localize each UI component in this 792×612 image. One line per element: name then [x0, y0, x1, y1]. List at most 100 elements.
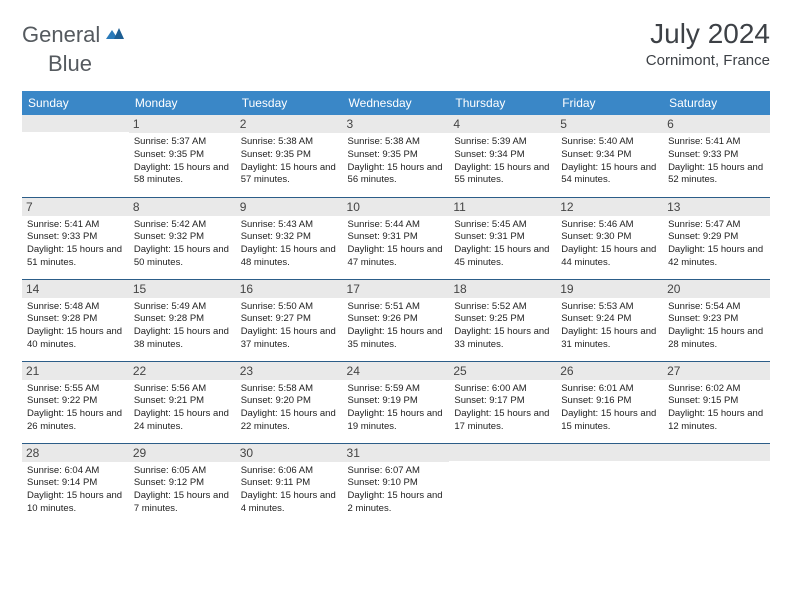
calendar-body: 1 Sunrise: 5:37 AMSunset: 9:35 PMDaylight…	[22, 115, 770, 525]
day-details: Sunrise: 6:01 AMSunset: 9:16 PMDaylight:…	[561, 383, 658, 434]
calendar-day-cell: 6Sunrise: 5:41 AMSunset: 9:33 PMDaylight…	[663, 115, 770, 197]
calendar-day-cell	[22, 115, 129, 197]
day-details: Sunrise: 5:51 AMSunset: 9:26 PMDaylight:…	[348, 301, 445, 352]
calendar-week-row: 1 Sunrise: 5:37 AMSunset: 9:35 PMDaylight…	[22, 115, 770, 197]
calendar-day-cell: 9 Sunrise: 5:43 AMSunset: 9:32 PMDaylight…	[236, 197, 343, 279]
calendar-table: SundayMondayTuesdayWednesdayThursdayFrid…	[22, 91, 770, 525]
calendar-day-cell: 25 Sunrise: 6:00 AMSunset: 9:17 PMDayligh…	[449, 361, 556, 443]
calendar-day-cell: 10 Sunrise: 5:44 AMSunset: 9:31 PMDayligh…	[343, 197, 450, 279]
day-number: 2	[236, 115, 343, 133]
weekday-header: Tuesday	[236, 91, 343, 115]
day-details: Sunrise: 5:56 AMSunset: 9:21 PMDaylight:…	[134, 383, 231, 434]
day-details: Sunrise: 5:41 AMSunset: 9:33 PMDaylight:…	[27, 219, 124, 270]
day-number: 6	[663, 115, 770, 133]
day-number: 20	[663, 280, 770, 298]
calendar-day-cell: 3 Sunrise: 5:38 AMSunset: 9:35 PMDaylight…	[343, 115, 450, 197]
calendar-day-cell: 29 Sunrise: 6:05 AMSunset: 9:12 PMDayligh…	[129, 443, 236, 525]
day-number: 29	[129, 444, 236, 462]
calendar-day-cell: 20Sunrise: 5:54 AMSunset: 9:23 PMDayligh…	[663, 279, 770, 361]
day-number: 27	[663, 362, 770, 380]
calendar-day-cell: 21Sunrise: 5:55 AMSunset: 9:22 PMDayligh…	[22, 361, 129, 443]
calendar-day-cell: 1 Sunrise: 5:37 AMSunset: 9:35 PMDaylight…	[129, 115, 236, 197]
day-details: Sunrise: 5:40 AMSunset: 9:34 PMDaylight:…	[561, 136, 658, 187]
calendar-week-row: 21Sunrise: 5:55 AMSunset: 9:22 PMDayligh…	[22, 361, 770, 443]
day-number: 23	[236, 362, 343, 380]
calendar-day-cell: 2 Sunrise: 5:38 AMSunset: 9:35 PMDaylight…	[236, 115, 343, 197]
day-details: Sunrise: 5:58 AMSunset: 9:20 PMDaylight:…	[241, 383, 338, 434]
calendar-day-cell: 22 Sunrise: 5:56 AMSunset: 9:21 PMDayligh…	[129, 361, 236, 443]
weekday-header: Monday	[129, 91, 236, 115]
day-number: 22	[129, 362, 236, 380]
day-number: 19	[556, 280, 663, 298]
day-details: Sunrise: 5:50 AMSunset: 9:27 PMDaylight:…	[241, 301, 338, 352]
calendar-day-cell: 13Sunrise: 5:47 AMSunset: 9:29 PMDayligh…	[663, 197, 770, 279]
day-details: Sunrise: 5:52 AMSunset: 9:25 PMDaylight:…	[454, 301, 551, 352]
day-details: Sunrise: 5:45 AMSunset: 9:31 PMDaylight:…	[454, 219, 551, 270]
day-details: Sunrise: 6:00 AMSunset: 9:17 PMDaylight:…	[454, 383, 551, 434]
day-number: 26	[556, 362, 663, 380]
empty-day-header	[556, 444, 663, 461]
calendar-day-cell: 23 Sunrise: 5:58 AMSunset: 9:20 PMDayligh…	[236, 361, 343, 443]
day-number: 15	[129, 280, 236, 298]
day-details: Sunrise: 5:38 AMSunset: 9:35 PMDaylight:…	[348, 136, 445, 187]
day-number: 31	[343, 444, 450, 462]
day-details: Sunrise: 5:46 AMSunset: 9:30 PMDaylight:…	[561, 219, 658, 270]
day-details: Sunrise: 6:02 AMSunset: 9:15 PMDaylight:…	[668, 383, 765, 434]
day-details: Sunrise: 5:48 AMSunset: 9:28 PMDaylight:…	[27, 301, 124, 352]
empty-day-header	[22, 115, 129, 132]
calendar-day-cell: 15 Sunrise: 5:49 AMSunset: 9:28 PMDayligh…	[129, 279, 236, 361]
day-number: 3	[343, 115, 450, 133]
day-number: 28	[22, 444, 129, 462]
calendar-day-cell: 17 Sunrise: 5:51 AMSunset: 9:26 PMDayligh…	[343, 279, 450, 361]
day-details: Sunrise: 5:38 AMSunset: 9:35 PMDaylight:…	[241, 136, 338, 187]
brand-word2: Blue	[48, 51, 92, 77]
weekday-header: Friday	[556, 91, 663, 115]
calendar-day-cell: 4Sunrise: 5:39 AMSunset: 9:34 PMDaylight…	[449, 115, 556, 197]
weekday-header-row: SundayMondayTuesdayWednesdayThursdayFrid…	[22, 91, 770, 115]
day-details: Sunrise: 5:42 AMSunset: 9:32 PMDaylight:…	[134, 219, 231, 270]
day-number: 10	[343, 198, 450, 216]
day-details: Sunrise: 6:04 AMSunset: 9:14 PMDaylight:…	[27, 465, 124, 516]
calendar-day-cell: 19Sunrise: 5:53 AMSunset: 9:24 PMDayligh…	[556, 279, 663, 361]
calendar-day-cell: 7Sunrise: 5:41 AMSunset: 9:33 PMDaylight…	[22, 197, 129, 279]
day-number: 9	[236, 198, 343, 216]
calendar-day-cell: 24 Sunrise: 5:59 AMSunset: 9:19 PMDayligh…	[343, 361, 450, 443]
day-number: 11	[449, 198, 556, 216]
empty-day-header	[663, 444, 770, 461]
header-right: July 2024 Cornimont, France	[646, 18, 770, 69]
calendar-day-cell: 5 Sunrise: 5:40 AMSunset: 9:34 PMDaylight…	[556, 115, 663, 197]
day-details: Sunrise: 5:37 AMSunset: 9:35 PMDaylight:…	[134, 136, 231, 187]
brand-word1: General	[22, 22, 100, 48]
weekday-header: Sunday	[22, 91, 129, 115]
calendar-day-cell: 8 Sunrise: 5:42 AMSunset: 9:32 PMDaylight…	[129, 197, 236, 279]
calendar-day-cell: 18 Sunrise: 5:52 AMSunset: 9:25 PMDayligh…	[449, 279, 556, 361]
day-details: Sunrise: 5:49 AMSunset: 9:28 PMDaylight:…	[134, 301, 231, 352]
day-details: Sunrise: 6:05 AMSunset: 9:12 PMDaylight:…	[134, 465, 231, 516]
day-number: 5	[556, 115, 663, 133]
calendar-day-cell: 26 Sunrise: 6:01 AMSunset: 9:16 PMDayligh…	[556, 361, 663, 443]
day-details: Sunrise: 5:44 AMSunset: 9:31 PMDaylight:…	[348, 219, 445, 270]
weekday-header: Wednesday	[343, 91, 450, 115]
calendar-day-cell: 31 Sunrise: 6:07 AMSunset: 9:10 PMDayligh…	[343, 443, 450, 525]
day-number: 30	[236, 444, 343, 462]
calendar-day-cell: 16Sunrise: 5:50 AMSunset: 9:27 PMDayligh…	[236, 279, 343, 361]
weekday-header: Thursday	[449, 91, 556, 115]
calendar-day-cell: 12Sunrise: 5:46 AMSunset: 9:30 PMDayligh…	[556, 197, 663, 279]
calendar-day-cell	[556, 443, 663, 525]
day-number: 8	[129, 198, 236, 216]
day-details: Sunrise: 5:59 AMSunset: 9:19 PMDaylight:…	[348, 383, 445, 434]
day-details: Sunrise: 5:43 AMSunset: 9:32 PMDaylight:…	[241, 219, 338, 270]
calendar-day-cell	[663, 443, 770, 525]
day-number: 18	[449, 280, 556, 298]
day-number: 1	[129, 115, 236, 133]
day-number: 17	[343, 280, 450, 298]
day-number: 25	[449, 362, 556, 380]
day-number: 24	[343, 362, 450, 380]
calendar-day-cell: 28 Sunrise: 6:04 AMSunset: 9:14 PMDayligh…	[22, 443, 129, 525]
day-number: 21	[22, 362, 129, 380]
empty-day-header	[449, 444, 556, 461]
day-number: 13	[663, 198, 770, 216]
day-details: Sunrise: 6:07 AMSunset: 9:10 PMDaylight:…	[348, 465, 445, 516]
calendar-day-cell: 27 Sunrise: 6:02 AMSunset: 9:15 PMDayligh…	[663, 361, 770, 443]
brand-logo: General	[22, 18, 127, 48]
